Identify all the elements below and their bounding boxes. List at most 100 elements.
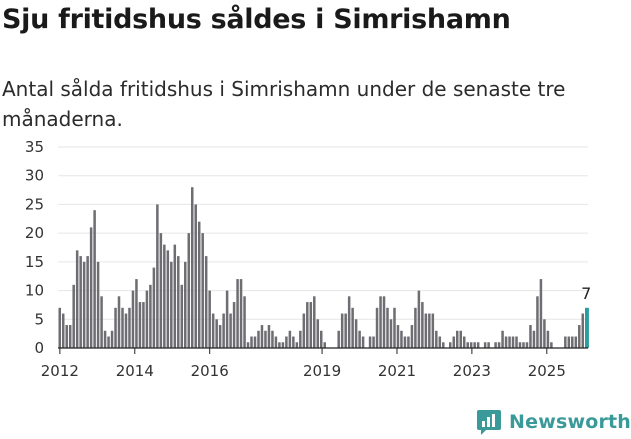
bar (96, 261, 100, 348)
bar (469, 342, 473, 348)
bar (103, 330, 107, 348)
bar (581, 313, 585, 348)
bar (100, 296, 103, 348)
bar (187, 233, 191, 348)
x-tick-label: 2023 (453, 362, 491, 380)
bar (142, 302, 145, 348)
bar (292, 336, 295, 348)
bar (511, 336, 515, 348)
bar (452, 336, 456, 348)
bar (180, 284, 184, 348)
bar (58, 307, 61, 348)
bar (79, 256, 82, 348)
bar (72, 284, 75, 348)
x-tick-label: 2025 (528, 362, 566, 380)
bar (229, 313, 232, 348)
bar (354, 319, 358, 348)
bar (504, 336, 508, 348)
bar (152, 267, 156, 348)
bar (424, 313, 428, 348)
bar (578, 325, 581, 348)
bar (117, 296, 121, 348)
bar (93, 210, 96, 348)
bar (274, 336, 278, 348)
bar (522, 342, 525, 348)
bar (431, 313, 435, 348)
y-tick-label: 35 (25, 138, 44, 156)
x-tick-label: 2014 (116, 362, 154, 380)
bar (211, 313, 215, 348)
bar (299, 330, 302, 348)
chart-title: Sju fritidshus såldes i Simrishamn (2, 4, 511, 35)
bar (417, 290, 421, 348)
bar (295, 342, 299, 348)
bar (138, 302, 142, 348)
bar (201, 233, 204, 348)
bar (518, 342, 522, 348)
y-tick-label: 15 (25, 253, 44, 271)
bar (515, 336, 518, 348)
bar (525, 342, 529, 348)
bar (455, 330, 459, 348)
bar (215, 319, 218, 348)
bar (124, 313, 128, 348)
bar (340, 313, 344, 348)
bar (358, 330, 361, 348)
bar (110, 330, 114, 348)
bar (232, 302, 236, 348)
latest-value-label: 7 (581, 284, 591, 303)
bar (459, 330, 462, 348)
bar (543, 319, 546, 348)
bar (466, 342, 469, 348)
x-tick-label: 2021 (378, 362, 416, 380)
bar (393, 307, 396, 348)
bar (197, 221, 201, 348)
bar (68, 325, 72, 348)
bar (243, 296, 246, 348)
bar (574, 336, 578, 348)
bar (476, 342, 480, 348)
bar (257, 330, 260, 348)
bar (351, 307, 354, 348)
bar (264, 330, 267, 348)
bar (368, 336, 372, 348)
bar (114, 307, 117, 348)
bar (177, 256, 180, 348)
newsworthy-logo-icon (477, 410, 501, 435)
bar (571, 336, 574, 348)
bar (372, 336, 375, 348)
bar (386, 307, 389, 348)
bar (285, 336, 288, 348)
bar (462, 336, 466, 348)
bar (313, 296, 316, 348)
bar (449, 342, 452, 348)
bar (442, 342, 445, 348)
bar (61, 313, 65, 348)
brand-name: Newsworthy (509, 411, 631, 433)
bar (550, 342, 553, 348)
bar (546, 330, 550, 348)
bar (508, 336, 511, 348)
bar (281, 342, 285, 348)
bar (382, 296, 386, 348)
bar (306, 302, 309, 348)
bar (204, 256, 208, 348)
bar (532, 330, 536, 348)
bar (487, 342, 490, 348)
bar (156, 204, 159, 348)
bar (347, 296, 351, 348)
bar (170, 261, 173, 348)
bar (89, 227, 93, 348)
bar (190, 187, 194, 348)
bar (267, 325, 271, 348)
brand-logo[interactable]: Newsworthy (476, 408, 631, 436)
bar (184, 261, 187, 348)
bar (403, 336, 407, 348)
x-tick-label: 2019 (303, 362, 341, 380)
y-tick-label: 25 (25, 195, 44, 213)
bar (173, 244, 177, 348)
bar (473, 342, 476, 348)
y-tick-label: 20 (25, 224, 44, 242)
bar (389, 319, 393, 348)
bar (194, 204, 197, 348)
